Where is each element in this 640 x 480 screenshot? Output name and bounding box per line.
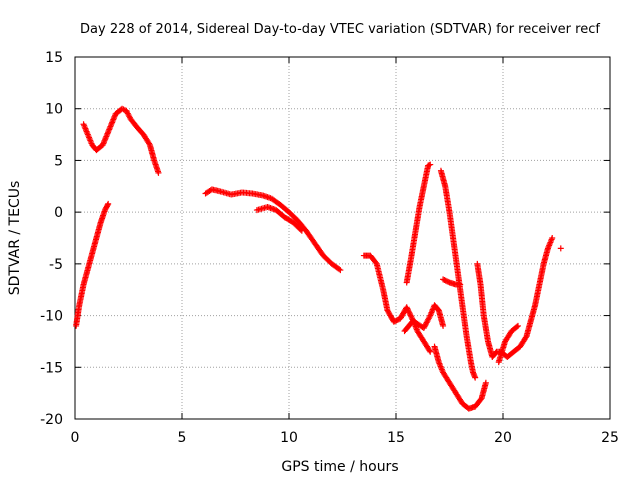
x-tick-label: 15 (387, 430, 405, 446)
data-point-arc-d (298, 227, 305, 234)
chart-title: Day 228 of 2014, Sidereal Day-to-day VTE… (80, 22, 600, 37)
data-point-arc-g (440, 322, 447, 329)
data-point-arc-e (408, 313, 415, 320)
data-point-arc-j (457, 281, 464, 288)
data-point-arc-e (406, 311, 413, 318)
data-point-arc-h (482, 379, 489, 386)
data-point-arc-l (513, 323, 520, 330)
x-tick-label: 25 (601, 430, 619, 446)
x-tick-label: 10 (280, 430, 298, 446)
y-tick-label: -20 (40, 412, 63, 428)
y-tick-label: 5 (54, 153, 63, 169)
data-point-arc-l (514, 322, 521, 329)
y-tick-label: -15 (40, 360, 63, 376)
data-point-arc-a (105, 200, 112, 207)
x-tick-label: 0 (71, 430, 80, 446)
y-tick-label: 15 (45, 50, 63, 66)
data-point-arc-g (426, 313, 433, 320)
data-point-stray (557, 245, 564, 252)
data-point-arc-b (155, 169, 162, 176)
data-point-arc-f (427, 161, 434, 168)
data-point-arc-a (104, 202, 111, 209)
y-axis-label: SDTVAR / TECUs (7, 181, 23, 296)
data-point-arc-e (406, 309, 413, 316)
y-tick-label: 10 (45, 102, 63, 118)
data-points (73, 105, 564, 412)
plot-frame (74, 56, 611, 420)
data-point-arc-e (407, 312, 414, 319)
x-tick-label: 5 (178, 430, 187, 446)
data-point-arc-d (297, 226, 304, 233)
x-axis-label: GPS time / hours (281, 459, 398, 475)
data-point-arc-e (403, 304, 410, 311)
axis-ticks: 0 5 10 15 20 25 -20 -15 -10 -5 0 5 10 15 (40, 50, 619, 446)
y-tick-label: 0 (54, 205, 63, 221)
data-point-arc-c (337, 267, 344, 274)
grid (75, 57, 610, 419)
data-point-arc-e (426, 347, 433, 354)
y-tick-label: -5 (49, 257, 63, 273)
data-point-arc-e (404, 306, 411, 313)
data-point-arc-e (427, 348, 434, 355)
data-point-arc-c (336, 266, 343, 273)
x-tick-label: 20 (494, 430, 512, 446)
data-point-arc-e (372, 259, 379, 266)
data-point-arc-e (405, 308, 412, 315)
data-point-arc-i (472, 374, 479, 381)
data-point-arc-e (404, 305, 411, 312)
data-point-arc-k (522, 334, 529, 341)
data-point-arc-k (549, 235, 556, 241)
y-tick-label: -10 (40, 309, 63, 325)
data-point-arc-b (146, 140, 153, 147)
